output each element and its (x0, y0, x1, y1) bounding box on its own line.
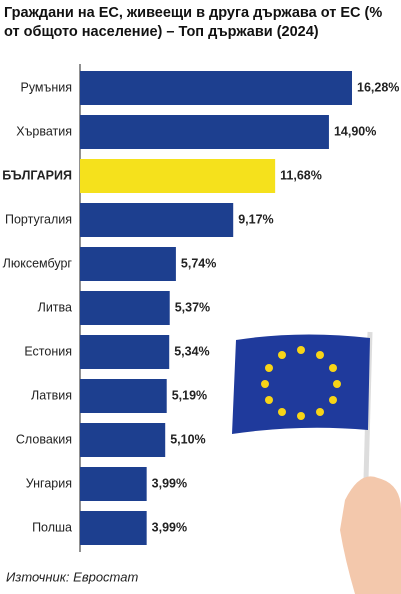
chart-title: Граждани на ЕС, живеещи в друга държава … (4, 5, 383, 40)
bar (80, 115, 329, 149)
value-label: 3,99% (152, 520, 187, 534)
value-label: 5,37% (175, 300, 210, 314)
value-label: 11,68% (280, 168, 322, 182)
value-label: 5,19% (172, 388, 207, 402)
category-label: Хърватия (16, 124, 72, 138)
value-label: 14,90% (334, 124, 376, 138)
bar (80, 247, 176, 281)
source: Източник: Евростат (6, 569, 138, 584)
value-label: 5,74% (181, 256, 216, 270)
value-label: 3,99% (152, 476, 187, 490)
category-label: Латвия (31, 388, 72, 402)
bar (80, 423, 166, 457)
category-label: БЪЛГАРИЯ (2, 168, 72, 182)
bar (80, 379, 167, 413)
category-label: Португалия (5, 212, 72, 226)
category-label: Словакия (16, 432, 72, 446)
bar (80, 335, 170, 369)
bar (80, 203, 234, 237)
bar (80, 291, 170, 325)
category-label: Люксембург (3, 256, 73, 270)
category-label: Полша (32, 520, 72, 534)
category-label: Литва (38, 300, 72, 314)
value-label: 5,34% (174, 344, 209, 358)
bar (80, 159, 276, 193)
category-label: Унгария (26, 476, 72, 490)
bar (80, 511, 147, 545)
value-label: 5,10% (170, 432, 205, 446)
category-label: Естония (24, 344, 72, 358)
value-label: 9,17% (238, 212, 273, 226)
category-label: Румъния (20, 80, 72, 94)
value-label: 16,28% (357, 80, 399, 94)
bar (80, 71, 352, 105)
bar (80, 467, 147, 501)
eu-flag (232, 331, 401, 594)
